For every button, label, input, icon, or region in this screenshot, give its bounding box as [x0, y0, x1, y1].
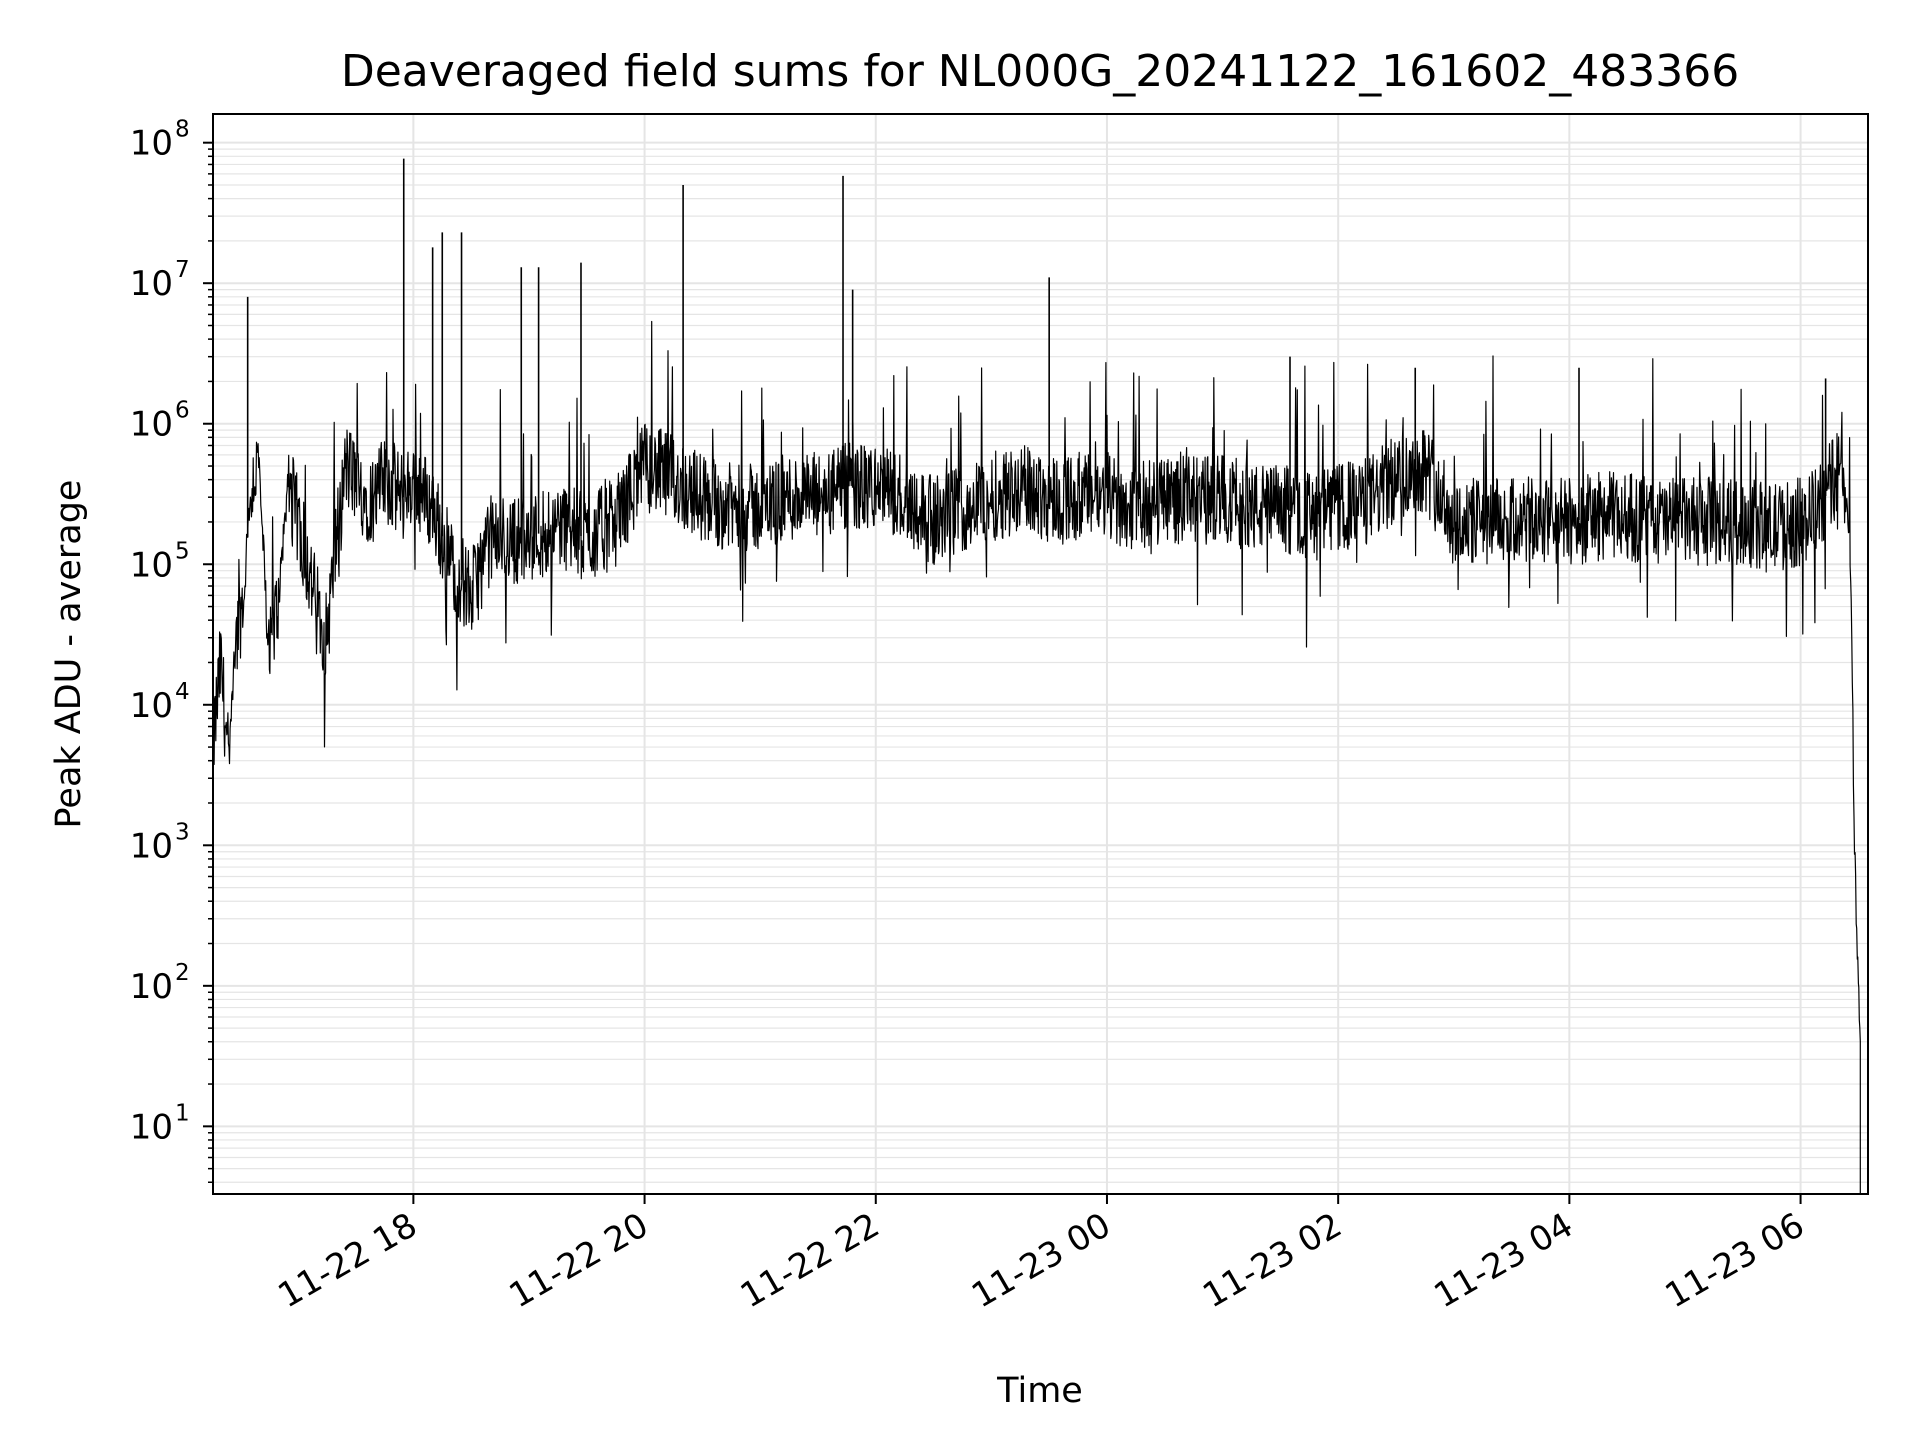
- spike-group: [246, 158, 1827, 580]
- y-tick-label: 10: [130, 967, 173, 1007]
- major-grid: [213, 114, 1868, 1194]
- y-tick-exponent: 1: [175, 1100, 190, 1126]
- y-tick-exponent: 2: [175, 960, 190, 986]
- y-tick-exponent: 3: [175, 819, 190, 845]
- y-tick-exponent: 6: [175, 398, 190, 424]
- y-tick-exponent: 5: [175, 538, 190, 564]
- plot-frame: [212, 113, 1869, 1195]
- x-axis-label: Time: [996, 1371, 1083, 1411]
- y-tick-exponent: 8: [175, 117, 190, 143]
- y-tick-label: 10: [130, 264, 173, 304]
- y-axis-label: Peak ADU - average: [49, 480, 89, 829]
- y-tick-label: 10: [130, 826, 173, 866]
- data-series-line: [213, 320, 1861, 1194]
- y-tick-exponent: 4: [175, 679, 190, 705]
- minor-grid: [213, 148, 1868, 1183]
- y-tick-label: 10: [130, 686, 173, 726]
- y-tick-exponent: 7: [175, 257, 190, 283]
- y-tick-label: 10: [130, 405, 173, 445]
- y-tick-label: 10: [130, 545, 173, 585]
- y-tick-label: 10: [130, 1107, 173, 1147]
- chart-title: Deaveraged field sums for NL000G_2024112…: [341, 46, 1739, 97]
- y-tick-label: 10: [130, 124, 173, 164]
